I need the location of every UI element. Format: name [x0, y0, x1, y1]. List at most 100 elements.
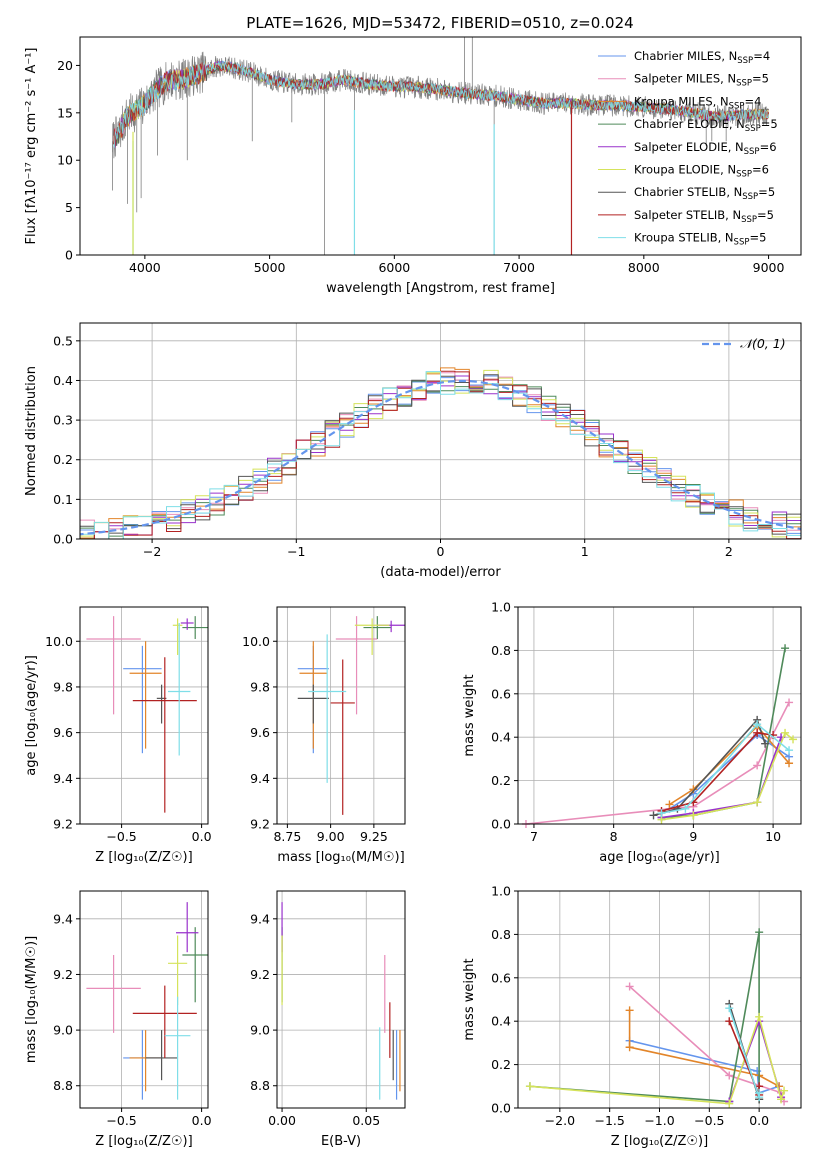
plot-area-residual_histogram	[80, 367, 801, 539]
y-tick-label: 15	[57, 105, 73, 120]
errorbar-point-chabrier-elodie	[182, 927, 208, 1003]
axes-frame	[276, 606, 406, 825]
series-marker	[725, 1017, 734, 1026]
legend-entry: Salpeter MILES, NSSP=5	[634, 72, 769, 89]
errorbar-point-salpeter-elodie	[180, 618, 194, 630]
legend-nssp-prefix: , N	[720, 163, 736, 177]
legend-equals: =	[758, 185, 768, 199]
x-axis-label: wavelength [Angstrom, rest frame]	[326, 281, 555, 296]
y-tick-label: 0.0	[491, 1101, 511, 1116]
legend-nssp-subscript: SSP	[741, 215, 757, 225]
legend-nssp-value: 4	[754, 94, 761, 108]
y-tick-label: 0.5	[53, 333, 73, 348]
x-tick-label: 4000	[129, 260, 161, 275]
series-marker	[755, 1088, 764, 1097]
legend-nssp-prefix: , N	[725, 208, 741, 222]
x-axis-label: Z [log₁₀(Z/Z☉)]	[611, 1134, 708, 1149]
series-marker	[753, 798, 762, 807]
model-spectrum-line	[113, 60, 769, 148]
legend-nssp-prefix: , N	[729, 117, 745, 131]
spectrum-lines	[112, 37, 769, 255]
plot-area-mass_weight_vs_age	[521, 644, 798, 828]
plot-area-age_vs_mass	[297, 616, 405, 815]
x-tick-label: −1.0	[644, 1113, 674, 1128]
legend-entry: Chabrier ELODIE, NSSP=5	[634, 117, 778, 134]
errorbar-point-kroupa-stelib	[164, 996, 191, 1100]
series-marker	[753, 720, 762, 729]
y-tick-label: 9.8	[250, 679, 270, 694]
y-tick-label: 20	[57, 58, 73, 73]
legend-nssp-value: 6	[762, 163, 769, 177]
y-tick-label: 9.8	[53, 679, 73, 694]
x-tick-label: 0.0	[749, 1113, 769, 1128]
series-marker	[755, 1012, 764, 1021]
series-kroupa-miles	[625, 1006, 784, 1091]
y-axis-label: mass weight	[462, 674, 477, 756]
legend-nssp-prefix: , N	[713, 94, 729, 108]
series-marker	[781, 644, 790, 653]
legend-nssp-value: 4	[763, 49, 770, 63]
errorbar-point-salpeter-stelib	[132, 985, 197, 1058]
errorbar-point-kroupa-miles	[129, 641, 162, 749]
figure-title: PLATE=1626, MJD=53472, FIBERID=0510, z=0…	[246, 14, 633, 32]
series-marker	[649, 811, 658, 820]
panel-age_vs_mass: 8.75 9.00 9.25 9.2 9.4 9.6 9.8 10.0 mass [log₁₀(…	[242, 606, 406, 865]
legend-model-name: Salpeter STELIB	[634, 208, 725, 222]
histogram-step-line	[80, 375, 801, 539]
legend-entry: Kroupa ELODIE, NSSP=6	[634, 163, 769, 180]
legend-equals: =	[749, 231, 759, 245]
plot-area-spectrum	[112, 37, 769, 255]
legend-nssp-subscript: SSP	[734, 238, 750, 248]
panel-mass_vs_ebv: 0.00 0.05 8.8 9.0 9.2 9.4 E(B-V)	[250, 890, 406, 1149]
y-tick-label: 0.3	[53, 413, 73, 428]
legend-nssp-prefix: , N	[726, 185, 742, 199]
axes-frame	[79, 890, 209, 1109]
y-tick-label: 9.4	[53, 771, 73, 786]
series-marker	[725, 1099, 734, 1108]
series-line	[661, 732, 774, 812]
series-marker	[689, 811, 698, 820]
series-marker	[657, 809, 666, 818]
y-tick-label: 0.4	[491, 1014, 511, 1029]
y-axis-label: mass weight	[462, 958, 477, 1040]
legend-nssp-prefix: , N	[720, 72, 736, 86]
histogram-steps	[80, 367, 801, 539]
x-tick-label: −0.5	[106, 1113, 136, 1128]
y-axis-label: mass [log₁₀(M/M☉)]	[24, 936, 39, 1063]
legend-nssp-prefix: , N	[728, 140, 744, 154]
legend-nssp-value: 5	[770, 117, 777, 131]
legend-entry: Kroupa MILES, NSSP=4	[634, 94, 761, 111]
y-tick-label: 9.4	[250, 911, 270, 926]
legend-equals: =	[744, 94, 754, 108]
legend-equals: =	[752, 72, 762, 86]
x-axis-label: E(B-V)	[321, 1134, 361, 1149]
x-tick-label: −1.5	[594, 1113, 624, 1128]
series-marker	[785, 698, 794, 707]
axes-frame	[276, 890, 406, 1109]
axes-frame	[79, 36, 802, 256]
y-tick-label: 9.6	[53, 725, 73, 740]
x-tick-label: 0.00	[268, 1113, 296, 1128]
x-axis-label: age [log₁₀(age/yr)]	[599, 850, 720, 865]
legend-entry: Kroupa STELIB, NSSP=5	[634, 231, 766, 248]
panel-mass_vs_Z: −0.5 0.0 8.8 9.0 9.2 9.4 Z [log₁₀(Z/Z☉)] mass […	[24, 890, 212, 1149]
series-line	[661, 736, 782, 819]
x-tick-label: −1	[287, 544, 305, 559]
series-marker	[753, 761, 762, 770]
y-tick-label: 0.0	[491, 817, 511, 832]
x-tick-label: −2	[143, 544, 161, 559]
x-tick-label: 0.05	[352, 1113, 380, 1128]
y-tick-label: 0.4	[491, 730, 511, 745]
errorbar-point-kroupa-elodie	[172, 618, 183, 655]
legend-nssp-value: 5	[767, 208, 774, 222]
y-tick-label: 8.8	[53, 1078, 73, 1093]
x-tick-label: 0.0	[192, 829, 212, 844]
plot-area-mass_weight_vs_Z	[525, 928, 789, 1108]
series-marker	[525, 1082, 534, 1091]
y-tick-label: 9.0	[53, 1023, 73, 1038]
legend-model-name: Kroupa ELODIE	[634, 163, 720, 177]
errorbar-point-chabrier-miles	[123, 645, 162, 754]
y-tick-label: 0.6	[491, 970, 511, 985]
y-tick-label: 9.4	[53, 911, 73, 926]
